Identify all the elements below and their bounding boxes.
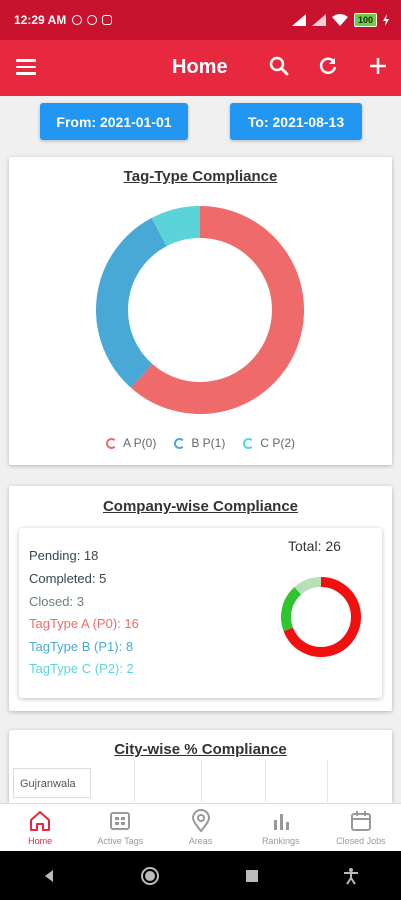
add-icon[interactable] bbox=[366, 54, 390, 78]
location-icon bbox=[191, 809, 210, 833]
status-bar: 12:29 AM 100 bbox=[0, 0, 401, 40]
company-stats-panel bbox=[19, 528, 382, 698]
instagram-icon bbox=[102, 15, 113, 25]
legend-item-a[interactable]: A P(0) bbox=[105, 436, 157, 450]
stat-tagtype-b: TagType B (P1): 8 bbox=[29, 639, 134, 654]
back-icon[interactable] bbox=[42, 869, 56, 883]
recents-icon[interactable] bbox=[245, 869, 259, 883]
battery-icon: 100 bbox=[353, 13, 377, 27]
charging-icon bbox=[383, 14, 389, 26]
company-mini-donut bbox=[281, 577, 361, 657]
total-count: Total: 26 bbox=[288, 538, 341, 554]
app-bar: Home bbox=[0, 40, 401, 96]
tags-icon bbox=[110, 812, 131, 830]
tag-type-donut-chart bbox=[96, 206, 304, 414]
menu-icon[interactable] bbox=[16, 59, 36, 75]
stat-tagtype-c: TagType C (P2): 2 bbox=[29, 661, 134, 676]
city-tab-gujranwala[interactable]: Gujranwala bbox=[13, 768, 91, 798]
stat-closed: Closed: 3 bbox=[29, 594, 84, 609]
donut-slice-c bbox=[151, 206, 201, 247]
legend-item-b[interactable]: B P(1) bbox=[174, 436, 225, 450]
nav-active-tags[interactable]: Active Tags bbox=[80, 804, 160, 851]
mini-slice-completed bbox=[281, 587, 302, 632]
legend-ring-c-icon bbox=[243, 437, 255, 449]
search-icon[interactable] bbox=[267, 54, 291, 78]
grid-line bbox=[201, 760, 202, 802]
browser-icon bbox=[87, 15, 98, 25]
wifi-icon bbox=[331, 14, 348, 26]
refresh-icon[interactable] bbox=[316, 54, 340, 78]
nav-home[interactable]: Home bbox=[0, 804, 80, 851]
stat-pending: Pending: 18 bbox=[29, 548, 99, 563]
from-date-button[interactable]: From: 2021-01-01 bbox=[40, 103, 188, 140]
stat-tagtype-a: TagType A (P0): 16 bbox=[29, 616, 139, 631]
chart-legend: A P(0) B P(1) C P(2) bbox=[0, 436, 401, 450]
bottom-nav: Home Active Tags Areas Rankings Closed J… bbox=[0, 803, 401, 851]
grid-line bbox=[327, 760, 328, 802]
home-button-icon[interactable] bbox=[140, 866, 160, 886]
home-icon bbox=[30, 811, 51, 831]
stat-completed: Completed: 5 bbox=[29, 571, 107, 586]
nav-rankings[interactable]: Rankings bbox=[241, 804, 321, 851]
headset-icon bbox=[72, 15, 83, 25]
signal-icon bbox=[291, 14, 306, 26]
city-card-title: City-wise % Compliance bbox=[114, 741, 287, 758]
legend-label-c: C P(2) bbox=[260, 436, 296, 450]
notification-icons bbox=[72, 15, 113, 25]
signal-icon-2 bbox=[311, 14, 326, 26]
legend-label-a: A P(0) bbox=[122, 436, 157, 450]
calendar-icon bbox=[350, 811, 371, 831]
mini-slice-pending bbox=[283, 577, 361, 657]
company-card-title: Company-wise Compliance bbox=[102, 498, 299, 515]
system-icons: 100 bbox=[291, 13, 389, 27]
nav-closed-jobs[interactable]: Closed Jobs bbox=[321, 804, 401, 851]
legend-ring-b-icon bbox=[174, 437, 186, 449]
to-date-button[interactable]: To: 2021-08-13 bbox=[230, 103, 362, 140]
legend-ring-a-icon bbox=[105, 437, 117, 449]
donut-slice-a bbox=[131, 206, 304, 414]
grid-line bbox=[134, 760, 135, 802]
mini-slice-closed bbox=[294, 577, 322, 595]
page-title: Home bbox=[172, 56, 228, 78]
grid-line bbox=[265, 760, 266, 802]
system-nav-bar bbox=[0, 851, 401, 900]
bar-chart-icon bbox=[273, 814, 289, 830]
accessibility-icon[interactable] bbox=[343, 867, 359, 885]
status-time: 12:29 AM bbox=[14, 13, 67, 27]
legend-item-c[interactable]: C P(2) bbox=[243, 436, 295, 450]
tag-type-card-title: Tag-Type Compliance bbox=[123, 168, 278, 185]
legend-label-b: B P(1) bbox=[191, 436, 226, 450]
nav-areas[interactable]: Areas bbox=[160, 804, 240, 851]
donut-slice-b bbox=[96, 217, 168, 388]
